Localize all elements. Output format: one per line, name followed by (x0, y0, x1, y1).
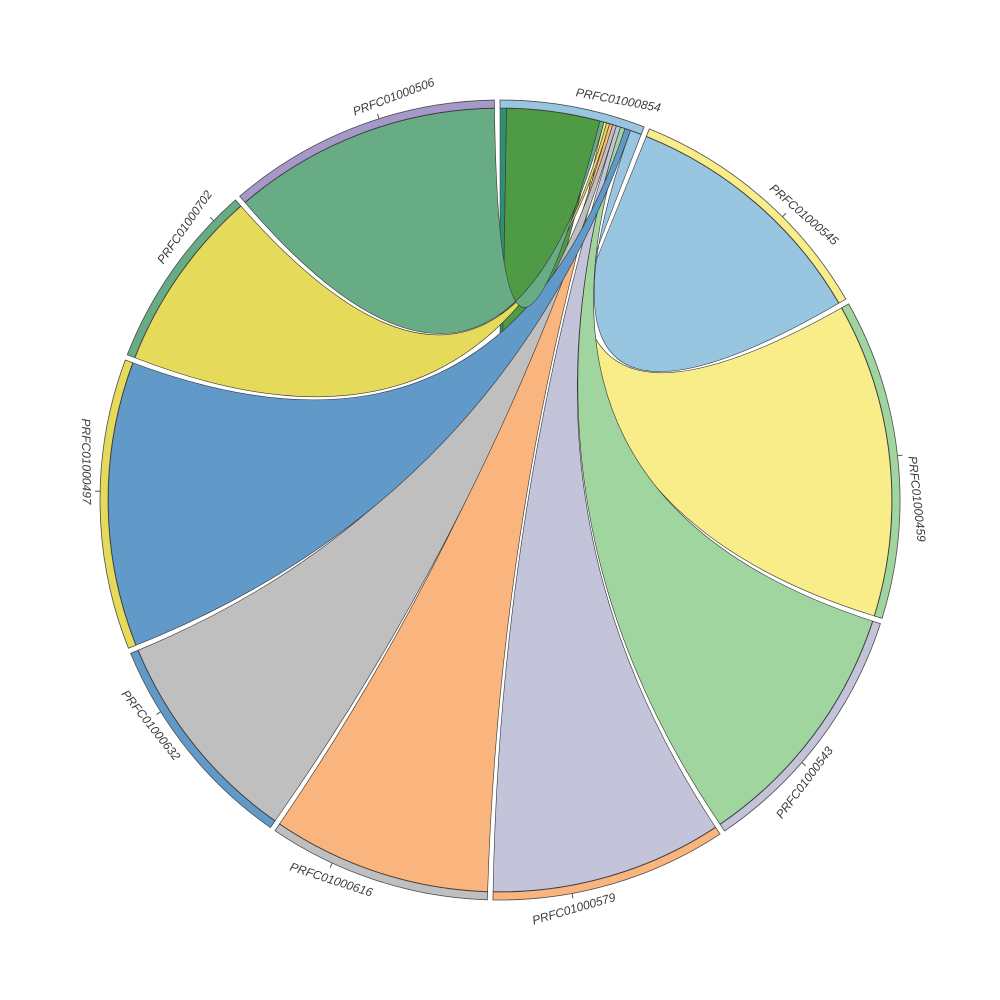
svg-text:PRFC01000459: PRFC01000459 (906, 455, 929, 542)
svg-text:PRFC01000497: PRFC01000497 (79, 418, 94, 506)
